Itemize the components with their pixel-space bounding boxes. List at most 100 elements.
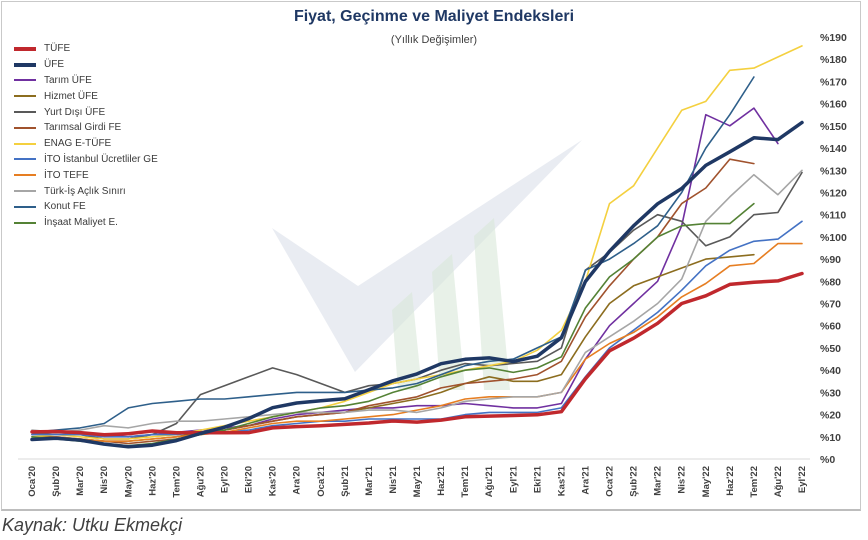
legend-item: İnşaat Maliyet E. (14, 215, 158, 231)
legend-item: TÜFE (14, 41, 158, 57)
y-tick-label: %100 (820, 232, 847, 244)
legend-item: Tarımsal Girdi FE (14, 120, 158, 136)
legend-item: ÜFE (14, 57, 158, 73)
x-tick-label: Ağu'22 (773, 466, 784, 497)
legend-swatch (14, 95, 36, 98)
x-tick-label: Kas'21 (556, 465, 567, 496)
chart-subtitle: (Yıllık Değişimler) (390, 34, 478, 46)
x-tick-label: Ara'21 (580, 465, 591, 494)
y-tick-label: %40 (820, 365, 841, 377)
x-tick-label: Oca'20 (27, 466, 38, 497)
x-tick-label: Mar'20 (75, 466, 86, 496)
legend-swatch (14, 79, 36, 82)
legend-swatch (14, 174, 36, 177)
y-tick-label: %120 (820, 187, 847, 199)
legend-item: Yurt Dışı ÜFE (14, 104, 158, 120)
x-tick-label: Haz'21 (436, 465, 447, 495)
legend-item: Tarım ÜFE (14, 73, 158, 89)
x-tick-label: Nis'20 (99, 466, 110, 494)
legend-label: Hizmet ÜFE (44, 90, 98, 102)
legend-label: Yurt Dışı ÜFE (44, 106, 106, 118)
x-tick-label: Kas'20 (268, 466, 279, 496)
x-tick-label: Oca'21 (316, 465, 327, 496)
legend-label: ENAG E-TÜFE (44, 138, 112, 150)
legend-label: ÜFE (44, 59, 64, 71)
legend-label: İnşaat Maliyet E. (44, 217, 118, 229)
series-line-0 (30, 271, 804, 437)
series-line-6 (31, 45, 803, 440)
x-tick-label: Eyl'21 (508, 465, 519, 493)
y-tick-label: %50 (820, 343, 841, 355)
y-tick-label: %140 (820, 143, 847, 155)
legend-label: İTO TEFE (44, 169, 89, 181)
x-tick-label: Eki'20 (244, 466, 255, 493)
x-tick-label: Mar'22 (653, 466, 664, 496)
legend-label: Tarımsal Girdi FE (44, 122, 122, 134)
legend-swatch (14, 111, 36, 114)
x-tick-label: Tem'20 (171, 466, 182, 498)
chart-title: Fiyat, Geçinme ve Maliyet Endeksleri (293, 8, 575, 25)
x-tick-label: Ağu'20 (195, 466, 206, 497)
series-line-10 (31, 76, 755, 434)
legend-label: İTO İstanbul Ücretliler GE (44, 153, 158, 165)
x-tick-label: May'22 (701, 466, 712, 497)
legend-item: İTO TEFE (14, 167, 158, 183)
x-tick-label: Şub'21 (340, 465, 351, 496)
x-tick-label: May'21 (412, 465, 423, 497)
y-tick-label: %110 (820, 210, 846, 222)
x-tick-label: Tem'22 (749, 466, 760, 498)
legend-item: ENAG E-TÜFE (14, 136, 158, 152)
legend-swatch (14, 158, 36, 161)
x-tick-label: Eki'21 (532, 465, 543, 493)
y-tick-label: %80 (820, 276, 841, 288)
watermark-checkmark (272, 140, 582, 390)
y-tick-label: %190 (820, 32, 847, 44)
y-tick-label: %150 (820, 121, 847, 133)
legend-item: Türk-İş Açlık Sınırı (14, 183, 158, 199)
x-tick-label: Nis'21 (388, 465, 399, 493)
x-tick-label: Şub'22 (629, 466, 640, 497)
x-tick-label: Ara'20 (292, 466, 303, 495)
legend-label: Türk-İş Açlık Sınırı (44, 185, 126, 197)
x-tick-label: Haz'22 (725, 466, 736, 496)
y-tick-label: %20 (820, 410, 841, 422)
x-tick-label: Şub'20 (51, 466, 62, 497)
legend-item: İTO İstanbul Ücretliler GE (14, 152, 158, 168)
chart-svg: %0 %10 %20 %30 %40 %50 %60 %70 %80 %90 %100 %110 %12… (18, 32, 847, 498)
series-line-9 (31, 169, 803, 434)
legend-swatch (14, 46, 36, 51)
x-tick-label: Tem'21 (460, 465, 471, 497)
y-tick-label: %70 (820, 299, 841, 311)
source-label: Kaynak: Utku Ekmekçi (2, 515, 183, 535)
x-tick-label: May'20 (123, 466, 134, 497)
legend-swatch (14, 62, 36, 67)
y-tick-label: %170 (820, 76, 847, 88)
y-tick-label: %180 (820, 54, 847, 66)
legend-item: Konut FE (14, 199, 158, 215)
x-tick-label: Mar'21 (364, 465, 375, 495)
legend-swatch (14, 205, 36, 208)
x-tick-label: Eyl'20 (220, 466, 231, 493)
y-tick-label: %130 (820, 165, 847, 177)
legend-swatch (14, 142, 36, 145)
x-tick-label: Ağu'21 (484, 465, 495, 497)
legend-swatch (14, 221, 36, 224)
y-tick-label: %160 (820, 99, 847, 111)
legend-label: Tarım ÜFE (44, 74, 92, 86)
y-tick-label: %60 (820, 321, 841, 333)
y-tick-label: %30 (820, 387, 841, 399)
legend-item: Hizmet ÜFE (14, 88, 158, 104)
x-tick-label: Haz'20 (147, 466, 158, 496)
legend: TÜFE ÜFE Tarım ÜFE Hizmet ÜFE Yurt Dışı ÜFE T… (14, 41, 158, 231)
y-tick-label: %90 (820, 254, 841, 266)
legend-label: TÜFE (44, 43, 71, 55)
x-tick-label: Nis'22 (677, 466, 688, 494)
y-tick-label: %10 (820, 432, 841, 444)
x-tick-label: Oca'22 (605, 466, 616, 497)
series-line-7 (31, 220, 803, 438)
series-line-8 (31, 242, 803, 442)
legend-swatch (14, 190, 36, 193)
x-tick-label: Eyl'22 (797, 466, 808, 493)
series-line-1 (30, 120, 804, 449)
legend-label: Konut FE (44, 201, 86, 213)
